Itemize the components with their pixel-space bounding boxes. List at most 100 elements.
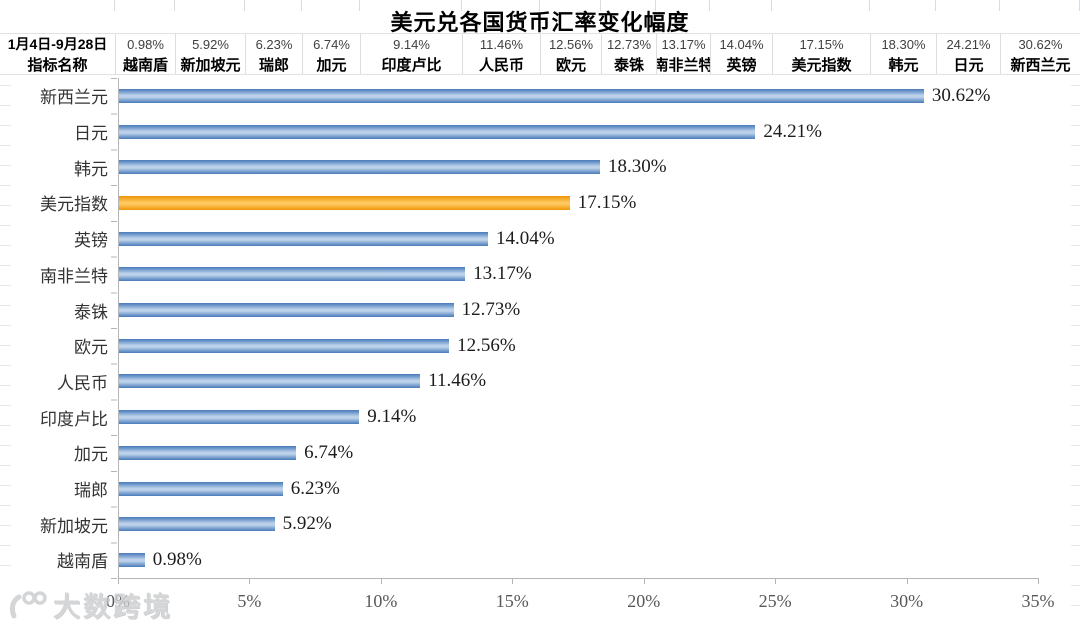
currency-name-cell: 泰铢 xyxy=(601,54,656,74)
category-label: 印度卢比 xyxy=(40,409,108,429)
bar-row: 30.62% xyxy=(119,78,1039,114)
bar-row: 6.74% xyxy=(119,435,1039,471)
bar-row: 14.04% xyxy=(119,221,1039,257)
value-cell: 17.15% xyxy=(772,34,870,54)
bar-value-label: 18.30% xyxy=(608,156,667,178)
bar-row: 12.56% xyxy=(119,328,1039,364)
bar-value-label: 12.56% xyxy=(457,334,516,356)
bar-row: 17.15% xyxy=(119,185,1039,221)
bar xyxy=(119,160,601,175)
x-tick-label: 20% xyxy=(627,591,661,611)
bar-row: 24.21% xyxy=(119,114,1039,150)
bar xyxy=(119,88,924,103)
bar xyxy=(119,303,454,318)
currency-name-cell: 英镑 xyxy=(710,54,772,74)
bar-value-label: 6.23% xyxy=(290,477,340,499)
value-cell: 13.17% xyxy=(656,34,710,54)
category-label: 新加坡元 xyxy=(40,516,108,536)
sheet-gridlines-right xyxy=(1071,85,1080,620)
value-cell: 18.30% xyxy=(870,34,936,54)
page-title: 美元兑各国货币汇率变化幅度 xyxy=(390,10,690,35)
x-tick-label: 5% xyxy=(237,591,262,611)
bar-row: 11.46% xyxy=(119,364,1039,400)
category-label: 日元 xyxy=(74,124,108,144)
category-axis-ticks xyxy=(111,78,117,579)
bar xyxy=(119,231,489,246)
category-label: 美元指数 xyxy=(40,195,108,215)
category-label: 欧元 xyxy=(74,338,108,358)
category-label: 新西兰元 xyxy=(40,88,108,108)
value-cell: 0.98% xyxy=(115,34,175,54)
category-label: 泰铢 xyxy=(74,302,108,322)
bar xyxy=(119,552,145,567)
table-row-names: 指标名称 越南盾 新加坡元 瑞郎 加元 印度卢比 人民币 欧元 泰铢 南非兰特 … xyxy=(0,54,1080,74)
watermark-logo-icon xyxy=(9,590,47,618)
sheet-gridlines-left xyxy=(0,85,11,585)
category-label: 南非兰特 xyxy=(40,266,108,286)
category-label: 韩元 xyxy=(74,159,108,179)
value-cell: 12.56% xyxy=(540,34,601,54)
plot-area: 30.62% 24.21% 18.30% 17.15% 14.04% 13.17… xyxy=(118,78,1039,579)
currency-name-cell: 越南盾 xyxy=(115,54,175,74)
currency-name-cell: 瑞郎 xyxy=(245,54,302,74)
value-cell: 24.21% xyxy=(936,34,1000,54)
watermark: 大数跨境 xyxy=(6,585,173,624)
bar-value-label: 5.92% xyxy=(282,513,332,535)
x-tick-label: 25% xyxy=(758,591,792,611)
bar-row: 18.30% xyxy=(119,149,1039,185)
value-cell: 11.46% xyxy=(462,34,540,54)
currency-name-cell: 新西兰元 xyxy=(1000,54,1080,74)
bar xyxy=(119,338,450,353)
value-cell: 5.92% xyxy=(175,34,245,54)
category-label: 越南盾 xyxy=(57,552,108,572)
value-cell: 12.73% xyxy=(601,34,656,54)
currency-name-cell: 印度卢比 xyxy=(360,54,462,74)
data-table: 1月4日-9月28日 0.98% 5.92% 6.23% 6.74% 9.14%… xyxy=(0,33,1080,75)
bar-value-label: 12.73% xyxy=(461,299,521,321)
bar-row: 9.14% xyxy=(119,399,1039,435)
bar xyxy=(119,374,421,389)
bar-value-label: 9.14% xyxy=(367,406,417,428)
period-cell: 1月4日-9月28日 xyxy=(7,36,108,52)
bar xyxy=(119,410,360,425)
currency-name-cell: 人民币 xyxy=(462,54,540,74)
category-label: 瑞郎 xyxy=(74,481,108,501)
x-tick-label: 10% xyxy=(364,591,398,611)
category-label: 人民币 xyxy=(57,373,108,393)
bar-row: 0.98% xyxy=(119,542,1039,578)
currency-name-cell: 加元 xyxy=(302,54,360,74)
sheet-gridlines-top xyxy=(0,0,1080,11)
value-cell: 6.23% xyxy=(245,34,302,54)
bar-value-label: 13.17% xyxy=(473,263,532,285)
currency-name-cell: 新加坡元 xyxy=(175,54,245,74)
x-tick-label: 35% xyxy=(1021,591,1055,611)
bar-value-label: 6.74% xyxy=(304,441,354,463)
bar xyxy=(119,124,756,139)
value-cell: 14.04% xyxy=(710,34,772,54)
bar xyxy=(119,481,283,496)
bar-row: 6.23% xyxy=(119,471,1039,507)
bar-value-label: 17.15% xyxy=(577,191,637,213)
metric-name-cell: 指标名称 xyxy=(27,56,88,74)
bar-row: 13.17% xyxy=(119,257,1039,293)
bar xyxy=(119,445,297,460)
x-tick-label: 30% xyxy=(890,591,924,611)
x-tick-label: 15% xyxy=(495,591,529,611)
currency-name-cell: 韩元 xyxy=(870,54,936,74)
bar-value-label: 30.62% xyxy=(931,84,991,106)
bar-row: 5.92% xyxy=(119,506,1039,542)
bar xyxy=(119,517,275,532)
x-tick-label: 0% xyxy=(106,591,130,611)
currency-name-cell: 日元 xyxy=(936,54,1000,74)
currency-name-cell: 欧元 xyxy=(540,54,601,74)
category-label: 加元 xyxy=(74,445,108,465)
category-label: 英镑 xyxy=(74,231,108,251)
bar-value-label: 24.21% xyxy=(763,120,822,142)
currency-name-cell: 美元指数 xyxy=(772,54,870,74)
bar-value-label: 11.46% xyxy=(428,370,487,392)
category-axis-labels: 新西兰元 日元 韩元 美元指数 英镑 南非兰特 泰铢 欧元 人民币 印度卢比 加… xyxy=(8,78,108,578)
x-axis-ticks xyxy=(118,579,1039,584)
currency-name-cell: 南非兰特 xyxy=(656,54,710,74)
bar xyxy=(119,267,466,282)
value-cell: 30.62% xyxy=(1000,34,1080,54)
